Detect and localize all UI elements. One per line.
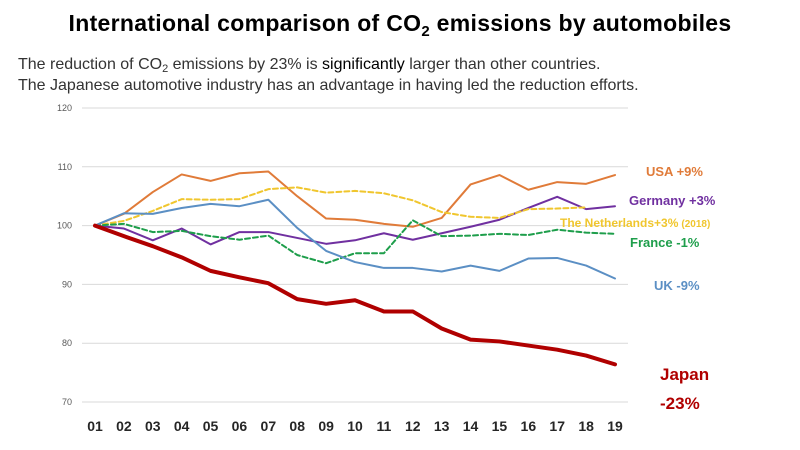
series-line-uk bbox=[94, 198, 616, 280]
x-tick-label: 07 bbox=[261, 418, 277, 434]
y-tick-label: 100 bbox=[57, 221, 72, 231]
legend-label-the-netherlands: The Netherlands+3% (2018) bbox=[560, 216, 710, 230]
x-tick-label: 01 bbox=[87, 418, 103, 434]
x-tick-label: 14 bbox=[463, 418, 479, 434]
x-tick-label: 17 bbox=[549, 418, 565, 434]
series-line-the-netherlands bbox=[94, 186, 588, 227]
y-tick-label: 110 bbox=[58, 162, 72, 172]
y-tick-label: 70 bbox=[62, 397, 72, 407]
subtitle-line-2: The Japanese automotive industry has an … bbox=[18, 77, 639, 94]
legend-label-germany: Germany +3% bbox=[629, 193, 716, 208]
chart-title: International comparison of CO2 emission… bbox=[68, 10, 732, 40]
legend-label-japan: Japan bbox=[660, 365, 709, 384]
legend-label-usa: USA +9% bbox=[646, 164, 703, 179]
x-tick-label: 18 bbox=[578, 418, 594, 434]
y-axis-ticks: 70 80 90 100 110 120 bbox=[57, 103, 72, 407]
x-tick-label: 19 bbox=[607, 418, 623, 434]
series-lines bbox=[93, 170, 617, 367]
x-tick-label: 11 bbox=[376, 418, 391, 434]
series-line-france bbox=[94, 219, 616, 265]
x-tick-label: 16 bbox=[521, 418, 537, 434]
y-tick-label: 90 bbox=[62, 279, 72, 289]
series-line-germany bbox=[94, 195, 616, 246]
legend-label-japan-change: -23% bbox=[660, 394, 700, 413]
subtitle-line-1: The reduction of CO2 emissions by 23% is… bbox=[18, 56, 601, 75]
x-axis-ticks: 01 02 03 04 05 06 07 08 09 10 11 12 13 14 15 16 17 18 19 bbox=[87, 418, 623, 434]
y-tick-label: 120 bbox=[57, 103, 72, 113]
x-tick-label: 08 bbox=[289, 418, 305, 434]
x-tick-label: 04 bbox=[174, 418, 190, 434]
gridlines bbox=[82, 107, 628, 403]
x-tick-label: 13 bbox=[434, 418, 450, 434]
legend-label-uk: UK -9% bbox=[654, 278, 700, 293]
series-line-japan bbox=[93, 223, 617, 367]
legend-label-note: (2018) bbox=[681, 219, 710, 230]
series-labels: USA +9% Germany +3% The Netherlands+3% (201… bbox=[560, 164, 716, 413]
x-tick-label: 15 bbox=[492, 418, 508, 434]
legend-label-france: France -1% bbox=[630, 235, 700, 250]
x-tick-label: 10 bbox=[347, 418, 363, 434]
x-tick-label: 02 bbox=[116, 418, 132, 434]
y-tick-label: 80 bbox=[62, 338, 72, 348]
x-tick-label: 12 bbox=[405, 418, 421, 434]
x-tick-label: 09 bbox=[318, 418, 334, 434]
x-tick-label: 06 bbox=[232, 418, 248, 434]
series-line-usa bbox=[94, 170, 616, 228]
x-tick-label: 03 bbox=[145, 418, 161, 434]
x-tick-label: 05 bbox=[203, 418, 219, 434]
